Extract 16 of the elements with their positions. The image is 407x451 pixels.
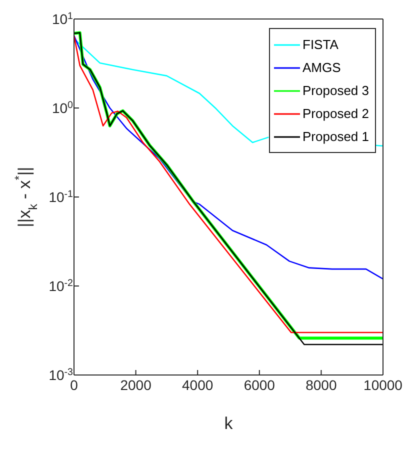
legend-label: AMGS <box>302 60 341 75</box>
x-tick-label: 2000 <box>120 377 152 393</box>
legend-label: Proposed 2 <box>302 106 369 121</box>
y-tick-label: 10$^{-2}$ <box>48 278 73 294</box>
y-tick-label: 10$^{-1}$ <box>48 188 73 205</box>
x-tick-label: 8000 <box>306 377 337 393</box>
x-tick-label: 4000 <box>182 377 214 393</box>
y-tick-label: 10$^{0}$ <box>52 100 74 116</box>
x-tick-label: 10000 <box>364 377 403 393</box>
x-tick-label: 0 <box>70 377 78 393</box>
x-axis-title: k <box>224 414 234 433</box>
legend-label: Proposed 3 <box>302 83 369 98</box>
x-tick-label: 6000 <box>244 377 276 393</box>
y-tick-label: 10$^{1}$ <box>52 10 73 27</box>
legend-label: Proposed 1 <box>302 129 369 144</box>
legend-label: FISTA <box>302 37 338 52</box>
